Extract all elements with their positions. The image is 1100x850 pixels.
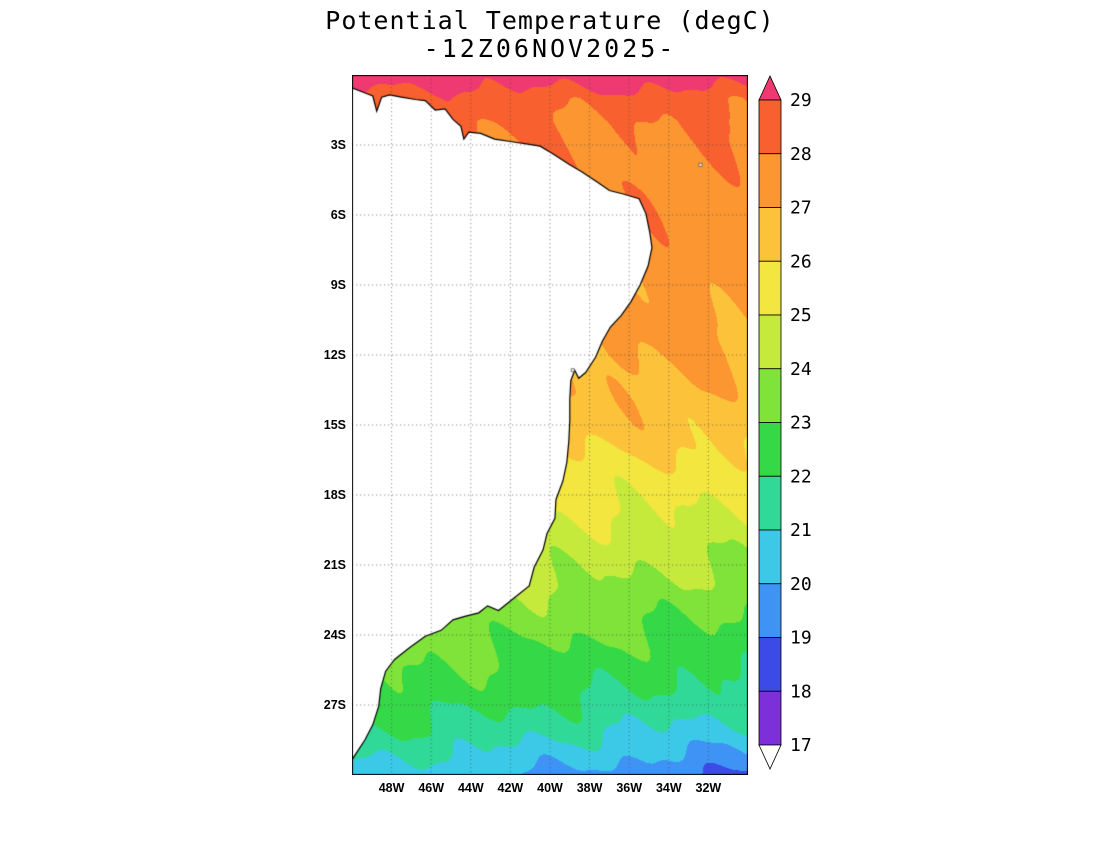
- lon-tick-label: 46W: [418, 781, 445, 795]
- lat-tick-label: 27S: [323, 698, 346, 712]
- colorbar-tick-label: 25: [790, 305, 812, 326]
- lat-tick-label: 6S: [330, 208, 346, 222]
- colorbar-segment: [758, 99, 782, 155]
- lat-tick-label: 9S: [330, 278, 346, 292]
- colorbar-tick-label: 24: [790, 359, 812, 380]
- colorbar-segment: [758, 475, 782, 531]
- lon-tick-label: 42W: [497, 781, 524, 795]
- colorbar-tick-label: 19: [790, 628, 812, 649]
- chart-subtitle: -12Z06NOV2025-: [423, 34, 677, 63]
- lon-tick-label: 36W: [616, 781, 643, 795]
- colorbar-tick-label: 17: [790, 735, 812, 756]
- temperature-field-canvas: [352, 75, 748, 775]
- colorbar-under-arrow: [758, 744, 782, 770]
- colorbar-segment: [758, 207, 782, 262]
- colorbar-segment: [758, 583, 782, 638]
- chart-title: Potential Temperature (degC): [325, 6, 775, 35]
- colorbar-tick-label: 27: [790, 198, 812, 219]
- colorbar-segment: [758, 690, 782, 746]
- colorbar-tick-label: 20: [790, 574, 812, 595]
- lon-tick-label: 48W: [378, 781, 405, 795]
- lon-tick-label: 38W: [576, 781, 603, 795]
- lat-tick-label: 12S: [323, 348, 346, 362]
- colorbar-tick-label: 22: [790, 466, 812, 487]
- colorbar: 29 28 27 26 25 24 23 22 21 20 19 18 17: [758, 75, 812, 770]
- colorbar-over-arrow: [758, 75, 782, 101]
- colorbar-segment: [758, 529, 782, 585]
- colorbar-tick-label: 28: [790, 144, 812, 165]
- lat-tick-label: 24S: [323, 628, 346, 642]
- lon-tick-label: 40W: [537, 781, 563, 795]
- colorbar-segment: [758, 260, 782, 316]
- lon-tick-label: 44W: [457, 781, 484, 795]
- map-plot: [352, 75, 748, 775]
- colorbar-segment: [758, 153, 782, 208]
- colorbar-tick-label: 18: [790, 681, 812, 702]
- colorbar-tick-label: 29: [790, 90, 812, 111]
- lat-tick-label: 15S: [323, 418, 346, 432]
- colorbar-segment: [758, 368, 782, 423]
- lat-tick-label: 21S: [323, 558, 346, 572]
- colorbar-segment: [758, 637, 782, 692]
- colorbar-segment: [758, 422, 782, 477]
- colorbar-tick-label: 21: [790, 520, 812, 541]
- lon-tick-label: 34W: [655, 781, 682, 795]
- colorbar-segment: [758, 314, 782, 370]
- lat-tick-label: 18S: [323, 488, 346, 502]
- lon-tick-label: 32W: [695, 781, 722, 795]
- colorbar-tick-label: 23: [790, 413, 812, 434]
- colorbar-tick-label: 26: [790, 251, 812, 272]
- lat-tick-label: 3S: [330, 138, 346, 152]
